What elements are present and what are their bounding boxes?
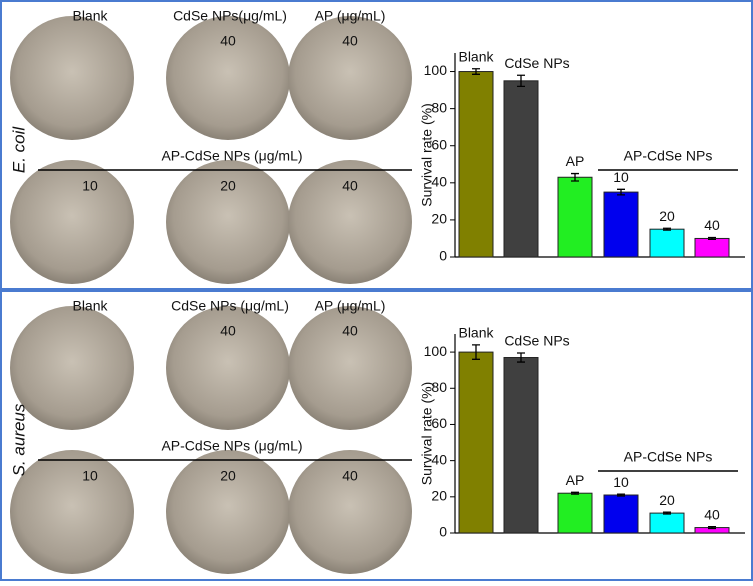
y-tick-label: 100 [424, 62, 448, 78]
bar [557, 492, 593, 534]
category-label: 20 [659, 208, 675, 224]
concentration-label: 10 [82, 178, 98, 194]
group-label: AP-CdSe NPs (μg/mL) [161, 148, 302, 164]
concentration-label: 40 [220, 323, 236, 339]
y-tick-label: 60 [431, 136, 447, 152]
petri-dish [166, 306, 290, 430]
petri-dish [166, 450, 290, 574]
y-tick-label: 100 [424, 343, 448, 359]
photo-label: CdSe NPs(μg/mL) [173, 8, 287, 24]
bar [649, 512, 685, 534]
y-tick-label: 40 [431, 451, 447, 467]
category-label: Blank [458, 325, 494, 341]
concentration-label: 40 [342, 468, 358, 484]
y-axis-label: Survival rate (%) [419, 103, 435, 206]
concentration-label: 40 [342, 323, 358, 339]
concentration-label: 20 [220, 468, 236, 484]
species-label: E. coil [9, 126, 28, 174]
petri-dish [288, 16, 412, 140]
bar [458, 71, 494, 258]
y-tick-label: 40 [431, 174, 447, 190]
category-label: 10 [613, 169, 629, 185]
panel-border [0, 0, 753, 290]
petri-dish [288, 160, 412, 284]
category-label: AP [566, 472, 585, 488]
category-label: 40 [704, 506, 720, 522]
concentration-label: 10 [82, 468, 98, 484]
bar [649, 228, 685, 258]
error-bar [571, 491, 579, 495]
category-label: CdSe NPs [504, 55, 569, 71]
species-label: S. aureus [9, 403, 28, 476]
bar [694, 237, 730, 258]
category-label: AP [566, 153, 585, 169]
petri-dish [288, 450, 412, 574]
category-label: Blank [458, 48, 494, 64]
error-bar [617, 188, 625, 196]
group-label: AP-CdSe NPs [624, 449, 713, 465]
category-label: 20 [659, 492, 675, 508]
bar [458, 351, 494, 534]
petri-dish [166, 16, 290, 140]
petri-dish [10, 16, 134, 140]
concentration-label: 40 [342, 178, 358, 194]
petri-dish [10, 450, 134, 574]
category-label: 10 [613, 474, 629, 490]
photo-label: Blank [72, 298, 108, 314]
y-tick-label: 0 [439, 524, 447, 540]
error-bar [708, 526, 716, 530]
concentration-label: 20 [220, 178, 236, 194]
concentration-label: 40 [342, 33, 358, 49]
error-bar [472, 68, 480, 75]
bar [503, 80, 539, 258]
concentration-label: 40 [220, 33, 236, 49]
error-bar [472, 344, 480, 360]
petri-dish [288, 306, 412, 430]
error-bar [708, 236, 716, 241]
petri-dish [10, 306, 134, 430]
photo-label: CdSe NPs (μg/mL) [171, 298, 289, 314]
petri-dish [166, 160, 290, 284]
error-bar [663, 511, 671, 515]
error-bar [663, 227, 671, 231]
y-tick-label: 20 [431, 488, 447, 504]
photo-label: AP (μg/mL) [315, 8, 386, 24]
y-tick-label: 60 [431, 415, 447, 431]
y-tick-label: 0 [439, 248, 447, 264]
error-bar [517, 352, 525, 363]
bar [603, 191, 639, 258]
y-tick-label: 80 [431, 379, 447, 395]
y-tick-label: 20 [431, 211, 447, 227]
group-label: AP-CdSe NPs (μg/mL) [161, 438, 302, 454]
error-bar [571, 172, 579, 182]
y-tick-label: 80 [431, 99, 447, 115]
bar [603, 494, 639, 534]
photo-label: Blank [72, 8, 108, 24]
panel-border [0, 290, 753, 581]
error-bar [517, 74, 525, 88]
error-bar [617, 493, 625, 497]
photo-label: AP (μg/mL) [315, 298, 386, 314]
group-label: AP-CdSe NPs [624, 148, 713, 164]
category-label: CdSe NPs [504, 333, 569, 349]
bar [503, 357, 539, 534]
y-axis-label: Survival rate (%) [419, 382, 435, 485]
petri-dish [10, 160, 134, 284]
bar [557, 176, 593, 258]
category-label: 40 [704, 217, 720, 233]
